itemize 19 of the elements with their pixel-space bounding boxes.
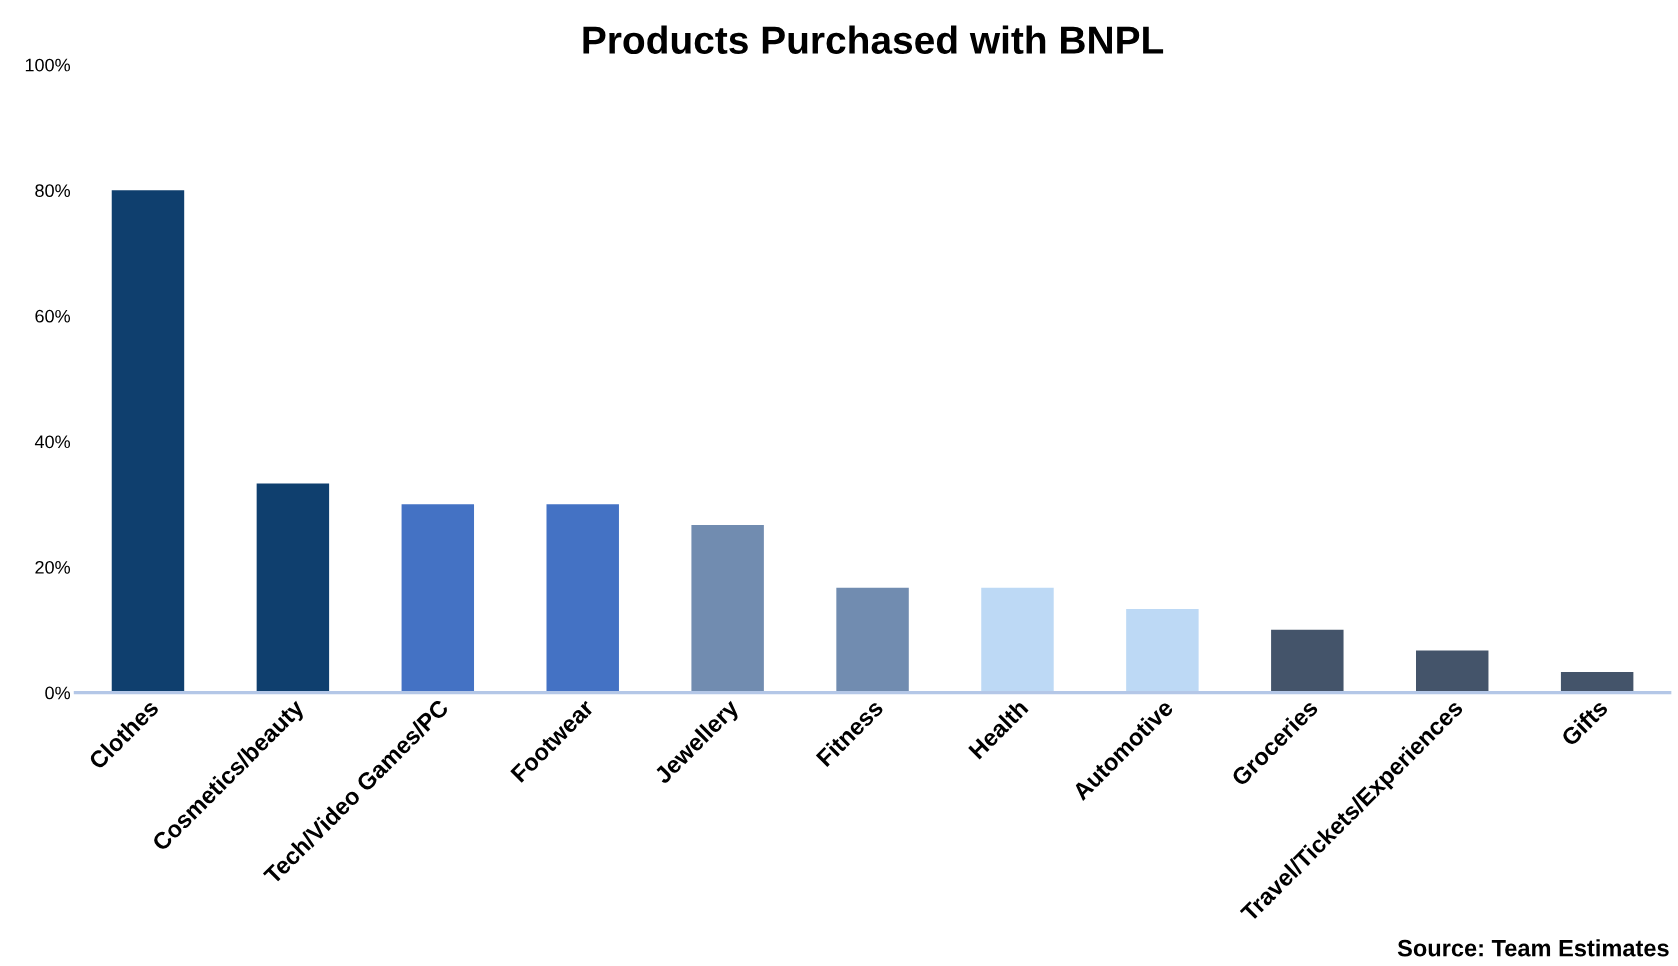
y-tick-label: 100% — [25, 58, 71, 72]
bar — [1416, 650, 1489, 693]
y-tick-label: 60% — [35, 309, 71, 323]
bar — [546, 504, 619, 693]
bar — [256, 483, 330, 693]
bar — [1126, 609, 1199, 693]
y-tick-label: 0% — [45, 686, 71, 700]
source-note: Source: Team Estimates — [1397, 939, 1669, 957]
chart-title: Products Purchased with BNPL — [583, 25, 1164, 54]
bar — [111, 190, 185, 693]
y-tick-label: 20% — [35, 560, 71, 574]
bar — [1271, 629, 1344, 693]
bar — [1560, 671, 1634, 693]
y-tick-label: 80% — [35, 184, 71, 198]
y-tick-label: 40% — [34, 435, 71, 449]
bar — [981, 587, 1054, 693]
bar — [401, 504, 475, 693]
bar — [691, 524, 764, 693]
bar — [836, 587, 909, 693]
